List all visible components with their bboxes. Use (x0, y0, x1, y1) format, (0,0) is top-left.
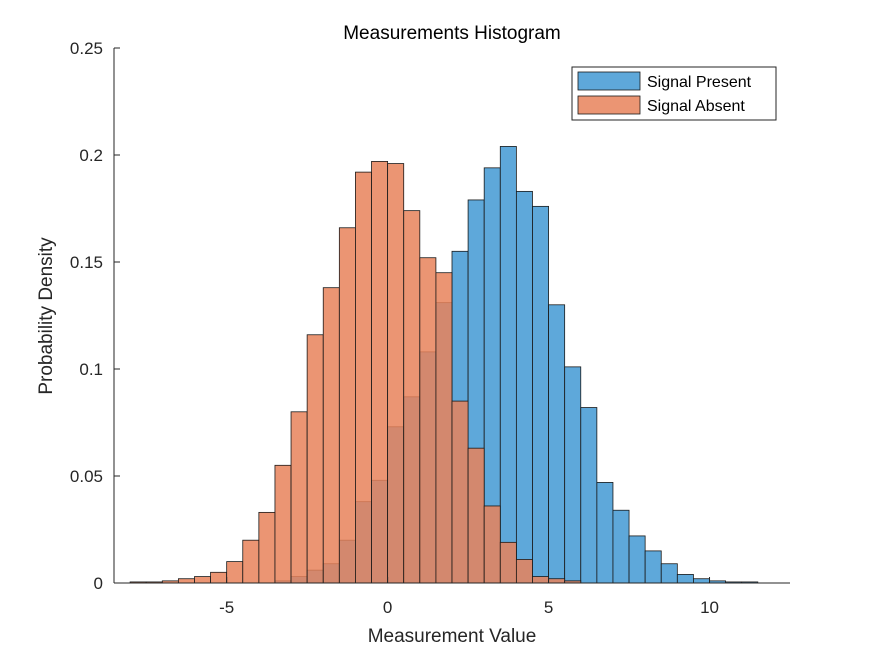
histogram-bar (451, 400, 469, 584)
histogram-bar (532, 205, 549, 584)
axes: -5 0 5 10 0 0.05 0.1 0.15 0.2 0.25 (70, 39, 790, 617)
histogram-bar (676, 574, 694, 584)
series-signal-absent (129, 161, 582, 584)
histogram-bar (210, 571, 228, 584)
histogram-bar (467, 447, 485, 584)
histogram-bar (660, 563, 678, 584)
y-tick-label: 0 (94, 574, 103, 593)
x-tick-label: 0 (383, 598, 392, 617)
y-axis-title: Probability Density (36, 237, 57, 395)
histogram-bar (532, 576, 549, 584)
histogram-bar (564, 366, 582, 584)
histogram-bar (548, 578, 566, 584)
legend-label: Signal Absent (647, 98, 745, 115)
histogram-bar (548, 304, 566, 584)
histogram-bar (693, 578, 710, 584)
histogram-bar (644, 550, 662, 584)
histogram-bar (628, 535, 646, 584)
histogram-bar (419, 257, 437, 584)
histogram-bar (338, 227, 356, 584)
histogram-bar (306, 334, 324, 584)
y-tick-label: 0.05 (70, 467, 103, 486)
x-tick-label: 10 (700, 598, 719, 617)
histogram-bar (596, 482, 614, 584)
histogram-bar (290, 411, 308, 584)
x-tick-label: -5 (219, 598, 234, 617)
histogram-bar (515, 190, 533, 584)
histogram-bar (435, 272, 453, 584)
histogram-bar (242, 539, 260, 584)
histogram-bar (226, 561, 244, 584)
plot-area (129, 146, 759, 584)
histogram-bar (403, 210, 421, 584)
histogram-bar (499, 541, 517, 584)
x-axis-title: Measurement Value (368, 626, 537, 647)
legend-label: Signal Present (647, 74, 752, 91)
histogram-bar (274, 464, 292, 584)
y-tick-label: 0.1 (79, 360, 103, 379)
histogram-bar (177, 578, 195, 584)
legend: Signal Present Signal Absent (571, 66, 777, 121)
x-tick-label: 5 (544, 598, 553, 617)
histogram-bar (580, 407, 598, 584)
legend-swatch (577, 71, 641, 91)
y-tick-label: 0.15 (70, 253, 103, 272)
y-tick-label: 0.2 (79, 146, 103, 165)
histogram-bar (499, 146, 517, 584)
histogram-bar (387, 163, 405, 584)
y-tick-label: 0.25 (70, 39, 103, 58)
legend-swatch (577, 95, 641, 115)
histogram-bar (612, 509, 630, 584)
chart-title: Measurements Histogram (343, 23, 561, 44)
histogram-bar (515, 559, 533, 584)
histogram-bar (355, 171, 372, 584)
histogram-bar (371, 161, 389, 584)
histogram-bar (322, 287, 340, 584)
histogram-bar (258, 511, 276, 584)
histogram-bar (483, 505, 501, 584)
histogram-bar (194, 576, 211, 584)
